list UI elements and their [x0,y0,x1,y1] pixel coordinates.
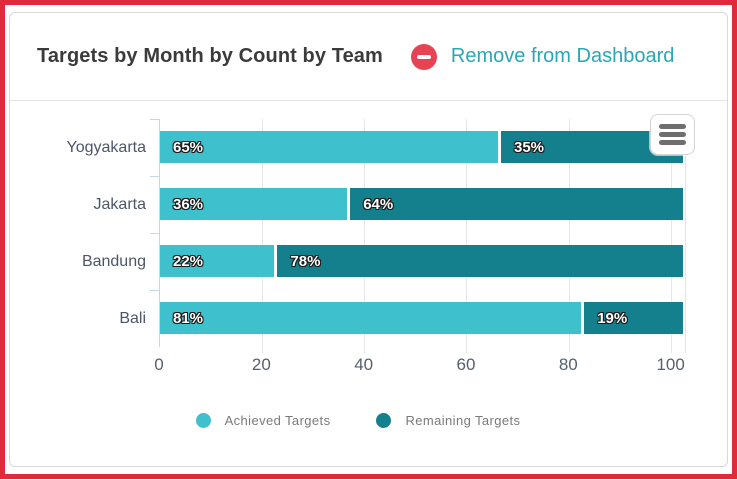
x-axis-tick-label: 80 [558,355,578,374]
stacked-bar: 22% 78% [160,245,683,277]
stacked-bar: 65% 35% [160,131,683,163]
legend-label: Achieved Targets [224,413,331,428]
bar-segment-achieved-targets[interactable]: 36% [160,188,348,220]
gridline [670,119,672,353]
bar-row: 65% 35% [160,119,686,176]
remove-button-label: Remove from Dashboard [450,45,675,67]
gridline [262,119,264,353]
bar-segment-remaining-targets[interactable]: 78% [277,245,683,277]
bar-row: 36% 64% [160,176,686,233]
bar-value-label: 22% [173,252,204,270]
x-axis-tick-label: 20 [251,355,271,374]
category-label: Jakarta [93,195,146,213]
plot-area: 65% 35% 36% 64% 22% 78% 81% 19% [150,114,695,353]
legend-item-remaining-targets[interactable]: Remaining Targets [376,413,520,428]
y-axis-tick [150,176,160,177]
bar-value-label: 64% [363,195,394,213]
bar-segment-achieved-targets[interactable]: 65% [160,131,498,163]
page-title: Targets by Month by Count by Team [37,45,383,67]
y-axis-tick [150,233,160,234]
x-axis-tick-label: 0 [154,355,164,374]
x-axis-tick-label: 40 [354,355,374,374]
category-label: Bali [119,309,146,327]
x-axis-tick-label: 100 [656,355,685,374]
plot-edge-line [685,119,686,353]
stacked-bar: 36% 64% [160,188,683,220]
bar-segment-achieved-targets[interactable]: 81% [160,302,582,334]
remove-from-dashboard-button[interactable]: Remove from Dashboard [410,43,675,70]
hamburger-menu-icon[interactable] [650,114,695,155]
x-axis-tick-label: 60 [456,355,476,374]
bar-value-label: 35% [514,138,545,156]
bar-segment-remaining-targets[interactable]: 19% [584,302,683,334]
bar-value-label: 81% [173,309,204,327]
y-axis-category-labels: Yogyakarta Jakarta Bandung Bali [30,119,159,347]
stacked-bar-chart: Yogyakarta Jakarta Bandung Bali 65% 35% 36% 64… [30,114,695,353]
y-axis-tick [150,119,160,120]
bar-value-label: 65% [173,138,204,156]
x-axis: 0 20 40 60 80 100 [154,347,686,383]
gridline [364,119,366,353]
stacked-bar: 81% 19% [160,302,683,334]
widget-header: Targets by Month by Count by Team Remove… [10,13,727,101]
bar-value-label: 36% [173,195,204,213]
gridline [466,119,468,353]
bar-row: 22% 78% [160,233,686,290]
bar-value-label: 19% [597,309,628,327]
bar-segment-remaining-targets[interactable]: 64% [350,188,683,220]
legend-marker-icon [195,413,211,428]
y-axis-tick [150,290,160,291]
legend-label: Remaining Targets [405,413,521,428]
bar-value-label: 78% [290,252,321,270]
gridline [568,119,570,353]
chart-area: Yogyakarta Jakarta Bandung Bali 65% 35% 36% 64… [10,101,727,428]
legend-item-achieved-targets[interactable]: Achieved Targets [195,413,331,428]
legend-marker-icon [376,413,392,428]
minus-circle-icon [410,43,437,70]
bar-row: 81% 19% [160,290,686,347]
chart-legend: Achieved Targets Remaining Targets [30,413,686,428]
dashboard-widget-card: Targets by Month by Count by Team Remove… [9,12,728,467]
bar-segment-achieved-targets[interactable]: 22% [160,245,275,277]
category-label: Bandung [81,252,146,270]
category-label: Yogyakarta [66,138,146,156]
